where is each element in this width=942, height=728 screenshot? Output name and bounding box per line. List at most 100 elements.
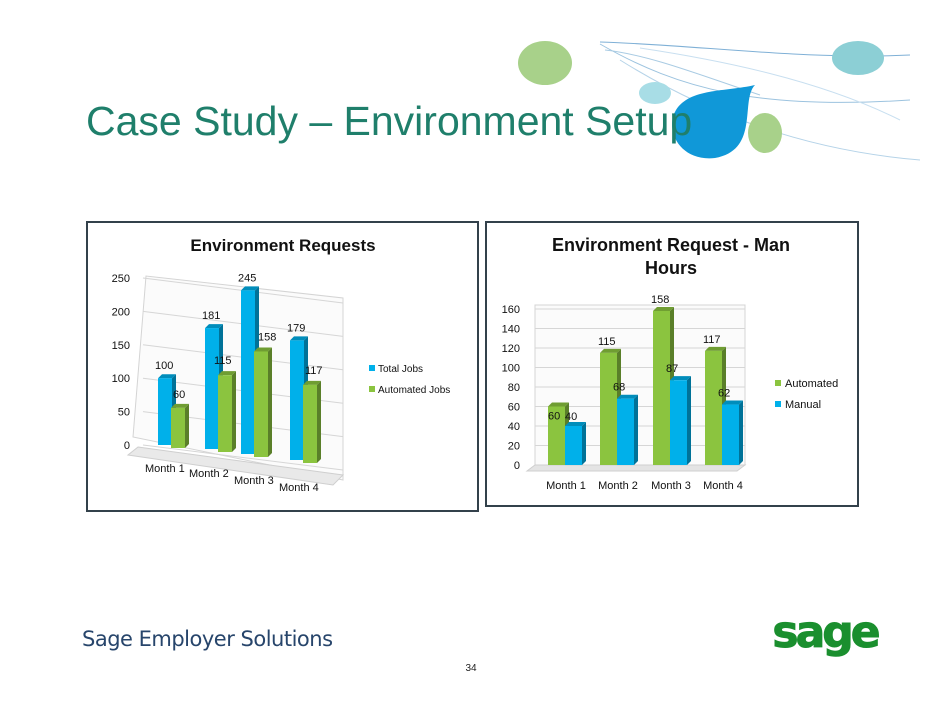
x-tick-label: Month 2: [598, 480, 638, 492]
data-label: 60: [548, 411, 560, 423]
legend-label: Automated Jobs: [378, 385, 450, 396]
bar: [303, 380, 321, 463]
bar: [254, 347, 272, 457]
bar-side: [687, 376, 691, 465]
bar-front: [171, 407, 185, 448]
bar-front: [565, 426, 582, 465]
data-label: 179: [287, 322, 305, 334]
y-tick-label: 50: [118, 407, 130, 419]
y-tick-label: 0: [124, 440, 130, 452]
bar-front: [617, 398, 634, 465]
bar-front: [548, 406, 565, 465]
bar-top: [241, 286, 259, 291]
data-label: 158: [258, 331, 276, 343]
y-tick-label: 0: [514, 460, 520, 472]
footer-brand: Sage Employer Solutions: [82, 627, 333, 651]
legend-swatch: [369, 365, 375, 371]
x-tick-label: Month 2: [189, 468, 229, 480]
bar-top: [565, 422, 586, 426]
bar: [617, 394, 638, 465]
data-label: 68: [613, 382, 625, 394]
bar-top: [722, 400, 743, 405]
bar-top: [205, 324, 223, 329]
data-label: 158: [651, 294, 669, 306]
data-label: 115: [214, 355, 232, 367]
bar-top: [653, 306, 674, 311]
bar-top: [705, 346, 726, 351]
y-tick-label: 80: [508, 382, 520, 394]
bar-top: [617, 394, 638, 399]
bar-front: [670, 380, 687, 465]
bar-front: [600, 352, 617, 465]
bar-top: [254, 347, 272, 352]
bar-front: [254, 351, 268, 457]
sage-logo: sage: [772, 609, 880, 659]
legend-swatch: [369, 386, 375, 392]
bar-top: [600, 348, 621, 353]
bar-top: [670, 376, 691, 381]
slide-title: Case Study – Environment Setup: [86, 98, 693, 144]
bar-top: [303, 380, 321, 385]
bar-front: [722, 404, 739, 465]
legend-swatch: [775, 401, 781, 407]
data-label: 87: [666, 363, 678, 375]
x-tick-label: Month 4: [703, 480, 743, 492]
data-label: 100: [155, 360, 173, 372]
y-tick-label: 250: [112, 273, 130, 285]
y-tick-label: 40: [508, 421, 520, 433]
bar-front: [653, 310, 670, 465]
bar-side: [232, 371, 236, 452]
bar-side: [582, 422, 586, 465]
legend-label: Manual: [785, 399, 821, 411]
data-label: 40: [565, 411, 577, 423]
y-tick-label: 60: [508, 402, 520, 414]
bar-top: [290, 336, 308, 341]
bar: [670, 376, 691, 465]
bar-side: [634, 394, 638, 465]
data-label: 62: [718, 388, 730, 400]
y-tick-label: 20: [508, 441, 520, 453]
man-hours-plot: Environment Request - Man Hours 0 20 40 60 80 1…: [502, 235, 839, 492]
x-tick-label: Month 1: [546, 480, 586, 492]
bar-top: [218, 371, 236, 376]
data-label: 245: [238, 272, 256, 284]
bar: [218, 371, 236, 452]
x-tick-label: Month 4: [279, 482, 319, 494]
data-label: 115: [598, 336, 616, 348]
legend-label: Automated: [785, 378, 838, 390]
bar-side: [739, 400, 743, 465]
y-tick-label: 200: [112, 306, 130, 318]
data-label: 117: [703, 334, 721, 346]
environment-requests-plot: Environment Requests 0 50 100 150 200 250 Month…: [112, 236, 451, 494]
x-tick-label: Month 1: [145, 463, 185, 475]
plot-floor: [126, 446, 345, 486]
man-hours-chart: Environment Request - Man Hours 0 20 40 60 80 1…: [485, 221, 859, 507]
chart-title: Environment Requests: [190, 236, 375, 255]
bar-side: [185, 403, 189, 448]
x-tick-label: Month 3: [234, 475, 274, 487]
bar-top: [548, 402, 569, 407]
data-label: 117: [305, 365, 323, 377]
svg-text:sage: sage: [772, 609, 878, 658]
y-tick-label: 100: [502, 363, 520, 375]
bar-front: [705, 350, 722, 465]
bar-front: [158, 378, 172, 445]
chart-title-line-1: Environment Request - Man: [552, 235, 790, 255]
bar-top: [158, 374, 176, 379]
bar: [722, 400, 743, 465]
bar-front: [303, 384, 317, 463]
bar: [171, 403, 189, 448]
legend-label: Total Jobs: [378, 364, 423, 375]
data-label: 181: [202, 310, 220, 322]
chart-title-line-2: Hours: [645, 258, 697, 278]
y-tick-label: 100: [112, 373, 130, 385]
bar-side: [317, 380, 321, 463]
bar-front: [290, 340, 304, 460]
data-label: 60: [173, 389, 185, 401]
y-tick-label: 140: [502, 324, 520, 336]
bar: [565, 422, 586, 465]
bar-top: [171, 403, 189, 408]
x-tick-label: Month 3: [651, 480, 691, 492]
environment-requests-chart: Environment Requests 0 50 100 150 200 250 Month…: [86, 221, 479, 512]
